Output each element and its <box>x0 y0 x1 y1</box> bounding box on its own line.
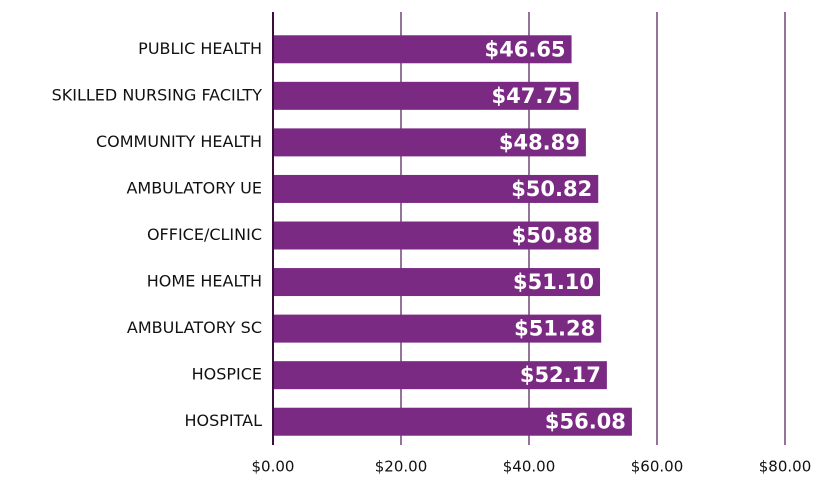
bar <box>273 35 572 64</box>
x-tick-label: $80.00 <box>759 458 812 476</box>
value-label: $47.75 <box>492 84 573 108</box>
y-tick-label: HOME HEALTH <box>147 272 262 291</box>
bar <box>273 314 602 343</box>
value-label: $48.89 <box>499 130 580 154</box>
y-tick-label: AMBULATORY SC <box>127 318 262 337</box>
y-tick-label: AMBULATORY UE <box>126 178 262 197</box>
bar <box>273 268 601 297</box>
bar <box>273 174 599 203</box>
value-label: $51.28 <box>514 317 595 341</box>
value-label: $46.65 <box>485 37 566 61</box>
value-label: $50.88 <box>512 224 593 248</box>
value-label: $52.17 <box>520 363 601 387</box>
y-tick-label: COMMUNITY HEALTH <box>96 132 262 151</box>
x-tick-label: $60.00 <box>631 458 684 476</box>
x-tick-label: $0.00 <box>252 458 295 476</box>
x-tick-label: $20.00 <box>375 458 428 476</box>
y-tick-label: HOSPICE <box>192 365 262 384</box>
y-tick-label: OFFICE/CLINIC <box>147 225 262 244</box>
bar <box>273 81 579 110</box>
bar <box>273 407 632 436</box>
bar <box>273 361 607 390</box>
value-label: $50.82 <box>511 177 592 201</box>
x-tick-label: $40.00 <box>503 458 556 476</box>
value-label: $51.10 <box>513 270 594 294</box>
y-tick-label: SKILLED NURSING FACILTY <box>52 85 263 104</box>
y-tick-label: PUBLIC HEALTH <box>138 39 262 58</box>
bar <box>273 128 586 157</box>
bar <box>273 221 599 250</box>
value-label: $56.08 <box>545 410 626 434</box>
y-tick-label: HOSPITAL <box>184 411 262 430</box>
